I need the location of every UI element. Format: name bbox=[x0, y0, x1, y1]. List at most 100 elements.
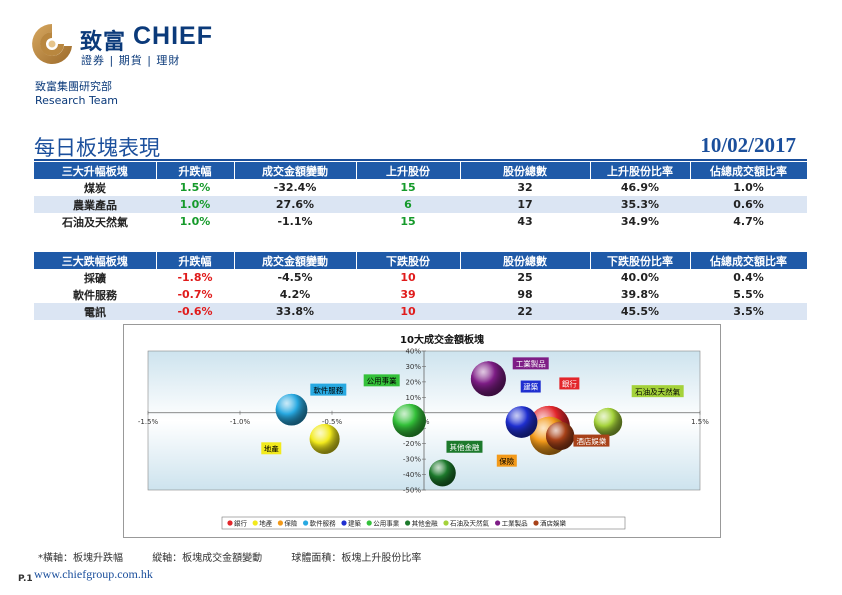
y-tick-label: -40% bbox=[403, 471, 421, 479]
logo-tagline: 證券 | 期貨 | 理財 bbox=[81, 54, 181, 67]
header-turnover-change: 成交金額變動 bbox=[234, 252, 357, 269]
table-row: 採礦 -1.8% -4.5% 10 25 40.0% 0.4% bbox=[34, 269, 807, 286]
cell-turnover-share: 1.0% bbox=[733, 181, 764, 194]
table-header-row: 三大升幅板塊 升跌幅 成交金額變動 上升股份 股份總數 上升股份比率 佔總成交額… bbox=[34, 162, 808, 179]
header-sector: 三大升幅板塊 bbox=[34, 162, 157, 179]
chart-legend-items: 銀行 地產 保險 軟件服務 建築 公用事業 其他金融 石油及天然氣 工業製品 酒店娛樂 bbox=[227, 519, 567, 528]
logo-english-name: CHIEF bbox=[133, 22, 213, 50]
y-tick-label: 40% bbox=[405, 348, 421, 356]
y-tick-label: 20% bbox=[405, 378, 421, 386]
sector-label-box bbox=[631, 385, 684, 398]
legend-label: 保險 bbox=[284, 519, 298, 528]
cell-falling-ratio: 45.5% bbox=[590, 303, 690, 320]
x-tick-label: 1.5% bbox=[691, 418, 709, 426]
table-header-row: 三大跌幅板塊 升跌幅 成交金額變動 下跌股份 股份總數 下跌股份比率 佔總成交額… bbox=[34, 252, 808, 269]
legend-marker bbox=[277, 520, 283, 526]
top-losers-table: 三大跌幅板塊 升跌幅 成交金額變動 下跌股份 股份總數 下跌股份比率 佔總成交額… bbox=[34, 252, 808, 320]
cell-falling-stocks: 10 bbox=[400, 271, 416, 284]
cell-turnover-change: 33.8% bbox=[234, 303, 356, 320]
legend-label: 其他金融 bbox=[412, 519, 439, 528]
cell-change: 1.5% bbox=[179, 181, 211, 194]
cell-turnover-change: -32.4% bbox=[273, 181, 317, 194]
table-row: 軟件服務 -0.7% 4.2% 39 98 39.8% 5.5% bbox=[34, 286, 807, 303]
cell-rising-ratio: 35.3% bbox=[590, 196, 690, 213]
sector-label-box bbox=[261, 442, 282, 455]
sector-label: 公用事業 bbox=[367, 376, 397, 386]
cell-rising-ratio: 46.9% bbox=[620, 181, 660, 194]
sector-label-box bbox=[512, 357, 549, 370]
cell-turnover-change: 4.2% bbox=[279, 288, 311, 301]
sector-label: 地產 bbox=[264, 444, 279, 454]
bubble-6 bbox=[392, 403, 426, 438]
sector-label: 保險 bbox=[499, 456, 514, 466]
cell-turnover-share: 5.5% bbox=[733, 288, 764, 301]
cell-change: 1.0% bbox=[156, 196, 234, 213]
header-total-stocks: 股份總數 bbox=[460, 162, 591, 179]
cell-falling-stocks: 10 bbox=[356, 303, 460, 320]
header-rising-stocks: 上升股份 bbox=[356, 162, 461, 179]
bubble-8 bbox=[593, 407, 623, 437]
cell-sector: 煤炭 bbox=[84, 181, 106, 195]
footnote: *橫軸：板塊升跌幅 縱軸：板塊成交金額變動 球體面積：板塊上升股份比率 bbox=[38, 549, 447, 564]
top-gainers-table: 三大升幅板塊 升跌幅 成交金額變動 上升股份 股份總數 上升股份比率 佔總成交額… bbox=[34, 162, 808, 230]
sector-label-box bbox=[446, 440, 483, 453]
cell-rising-stocks: 15 bbox=[400, 181, 416, 194]
bubble-5 bbox=[505, 406, 538, 438]
sector-label-box bbox=[573, 434, 610, 447]
cell-change: 1.0% bbox=[179, 215, 211, 228]
website-link[interactable]: www.chiefgroup.com.hk bbox=[34, 567, 153, 581]
cell-sector: 電訊 bbox=[34, 303, 156, 320]
header-change: 升跌幅 bbox=[156, 252, 235, 269]
chief-logo: 致富 CHIEF 證券 | 期貨 | 理財 bbox=[30, 22, 240, 70]
header-total-stocks: 股份總數 bbox=[460, 252, 591, 269]
logo-chinese-name: 致富 bbox=[80, 30, 127, 55]
legend-marker bbox=[533, 520, 539, 526]
legend-marker bbox=[303, 520, 309, 526]
sector-label-box bbox=[520, 380, 541, 393]
legend-label: 建築 bbox=[348, 519, 362, 528]
y-tick-label: 10% bbox=[405, 394, 421, 402]
legend-marker bbox=[252, 520, 258, 526]
cell-sector: 石油及天然氣 bbox=[62, 215, 128, 229]
bubble-9 bbox=[470, 361, 506, 397]
table-row: 煤炭 1.5% -32.4% 15 32 46.9% 1.0% bbox=[34, 179, 807, 196]
chief-swirl-icon bbox=[32, 24, 72, 64]
sector-label: 其他金融 bbox=[449, 442, 479, 452]
bubble-7 bbox=[429, 459, 456, 487]
cell-total-stocks: 22 bbox=[460, 303, 590, 320]
table-row: 石油及天然氣 1.0% -1.1% 15 43 34.9% 4.7% bbox=[34, 213, 807, 230]
cell-change: -0.6% bbox=[156, 303, 234, 320]
cell-turnover-share: 0.6% bbox=[690, 196, 807, 213]
sector-label: 軟件服務 bbox=[313, 385, 343, 395]
footnote-bubble: 球體面積：板塊上升股份比率 bbox=[291, 553, 422, 564]
cell-falling-ratio: 40.0% bbox=[620, 271, 660, 284]
cell-change: -1.8% bbox=[177, 271, 213, 284]
cell-total-stocks: 43 bbox=[517, 215, 533, 228]
department-en: Research Team bbox=[35, 94, 119, 107]
legend-label: 工業製品 bbox=[502, 519, 528, 528]
legend-marker bbox=[227, 520, 233, 526]
bubble-chart: 10大成交金額板塊 -1.5%-1.0%-0.5%0%0.5%1.0%1.5%4… bbox=[123, 324, 721, 538]
header-rising-ratio: 上升股份比率 bbox=[590, 162, 691, 179]
cell-turnover-change: -1.1% bbox=[277, 215, 313, 228]
cell-turnover-change: -4.5% bbox=[277, 271, 313, 284]
y-tick-label: -30% bbox=[403, 456, 421, 464]
header-change: 升跌幅 bbox=[156, 162, 235, 179]
cell-total-stocks: 98 bbox=[517, 288, 533, 301]
sector-label: 石油及天然氣 bbox=[635, 386, 680, 396]
department-cn: 致富集團研究部 bbox=[35, 80, 112, 93]
cell-turnover-share: 3.5% bbox=[690, 303, 807, 320]
footnote-y-axis: 縱軸：板塊成交金額變動 bbox=[152, 553, 263, 564]
department: 致富集團研究部 Research Team bbox=[35, 80, 118, 108]
sector-label: 工業製品 bbox=[516, 359, 546, 369]
table-row: 農業產品 1.0% 27.6% 6 17 35.3% 0.6% bbox=[34, 196, 807, 213]
cell-rising-stocks: 15 bbox=[400, 215, 416, 228]
chart-title: 10大成交金額板塊 bbox=[400, 333, 484, 346]
cell-falling-ratio: 39.8% bbox=[620, 288, 660, 301]
bubble-2 bbox=[309, 424, 340, 455]
page-title: 每日板塊表現 bbox=[34, 136, 160, 160]
sector-label-box bbox=[559, 377, 580, 390]
cell-sector: 軟件服務 bbox=[73, 288, 117, 302]
sector-label: 建築 bbox=[523, 382, 539, 392]
sector-label: 銀行 bbox=[562, 379, 577, 389]
